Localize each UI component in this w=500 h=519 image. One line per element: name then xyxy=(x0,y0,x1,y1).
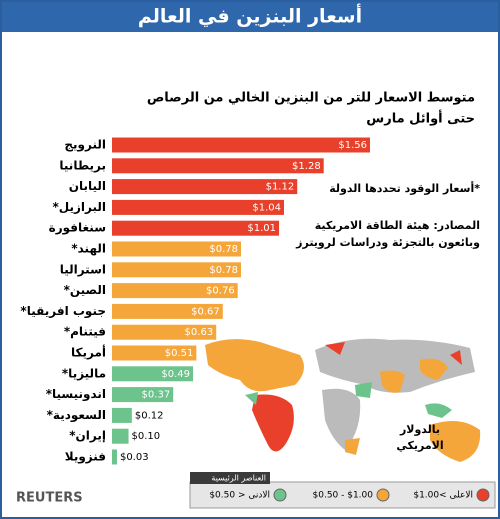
category-label: الهند* xyxy=(71,242,106,256)
bar xyxy=(112,428,129,444)
value-label: $0.12 xyxy=(135,410,164,421)
value-label: $0.63 xyxy=(185,327,214,338)
bar xyxy=(112,199,284,215)
legend-label: $0.50 - $1.00 xyxy=(313,491,374,501)
bar xyxy=(112,283,238,299)
legend-box xyxy=(189,481,496,509)
category-label: استراليا xyxy=(60,262,106,276)
category-label: فيتنام* xyxy=(64,325,106,340)
bar xyxy=(112,387,174,403)
value-label: $0.37 xyxy=(142,390,171,401)
bar xyxy=(112,303,223,319)
legend-label: $1.00< الاعلى xyxy=(413,491,473,501)
brand: REUTERS xyxy=(16,491,83,506)
bar xyxy=(112,262,241,278)
bar xyxy=(112,324,217,340)
legend-label: $0.50 > الادنى xyxy=(209,491,270,501)
legend-tab xyxy=(190,472,270,484)
value-label: $1.28 xyxy=(292,161,321,172)
value-label: $0.51 xyxy=(165,348,194,359)
value-label: $0.67 xyxy=(191,306,220,317)
value-label: $0.03 xyxy=(120,452,149,463)
category-label: الصين* xyxy=(64,283,106,297)
category-label: جنوب افريقيا* xyxy=(20,304,106,319)
bar xyxy=(112,366,194,382)
bar xyxy=(112,137,370,153)
bar xyxy=(112,407,132,423)
subtitle: حتى أوائل مارس xyxy=(366,110,475,127)
category-label: اليابان xyxy=(69,179,106,193)
bar xyxy=(112,179,298,195)
unit-note: بالدولار xyxy=(399,423,440,436)
category-label: فنزويلا xyxy=(65,450,106,465)
category-label: السعودية* xyxy=(47,408,106,423)
category-label: البرازيل* xyxy=(53,200,107,214)
bar xyxy=(112,158,324,174)
category-label: سنغافورة xyxy=(49,221,106,236)
note: *أسعار الوقود تحددها الدولة xyxy=(329,181,480,195)
subtitle: متوسط الاسعار للتر من البنزين الخالي من … xyxy=(147,91,475,106)
category-label: أمريكا xyxy=(71,345,106,360)
value-label: $0.10 xyxy=(132,431,161,442)
bar xyxy=(112,345,197,361)
world-map xyxy=(205,338,481,462)
unit-note: الامريكي xyxy=(396,439,443,452)
value-label: $1.12 xyxy=(266,182,295,193)
value-label: $0.76 xyxy=(206,286,235,297)
bar xyxy=(112,220,280,236)
legend-swatch xyxy=(476,488,490,502)
source: المصادر: هيئة الطاقة الامريكية xyxy=(315,219,480,232)
legend-swatch xyxy=(273,488,287,502)
title-bar xyxy=(2,2,498,32)
category-label: بريطانيا xyxy=(59,158,106,172)
bar xyxy=(112,241,241,257)
category-label: ماليزيا* xyxy=(62,366,106,380)
value-label: $0.49 xyxy=(161,369,190,380)
chart-title: أسعار البنزين في العالم xyxy=(138,4,362,28)
category-label: النرويج xyxy=(64,138,106,153)
legend-title: العناصر الرئيسية xyxy=(211,474,266,483)
bar xyxy=(112,449,117,465)
category-label: إيران* xyxy=(69,429,106,443)
value-label: $1.04 xyxy=(252,202,281,213)
value-label: $0.78 xyxy=(209,265,238,276)
value-label: $1.01 xyxy=(247,223,276,234)
value-label: $1.56 xyxy=(338,140,367,151)
legend-swatch xyxy=(376,488,390,502)
source: وبائعون بالتجزئة ودراسات لرويترز xyxy=(295,236,480,249)
category-label: اندونيسيا* xyxy=(46,387,106,402)
value-label: $0.78 xyxy=(209,244,238,255)
